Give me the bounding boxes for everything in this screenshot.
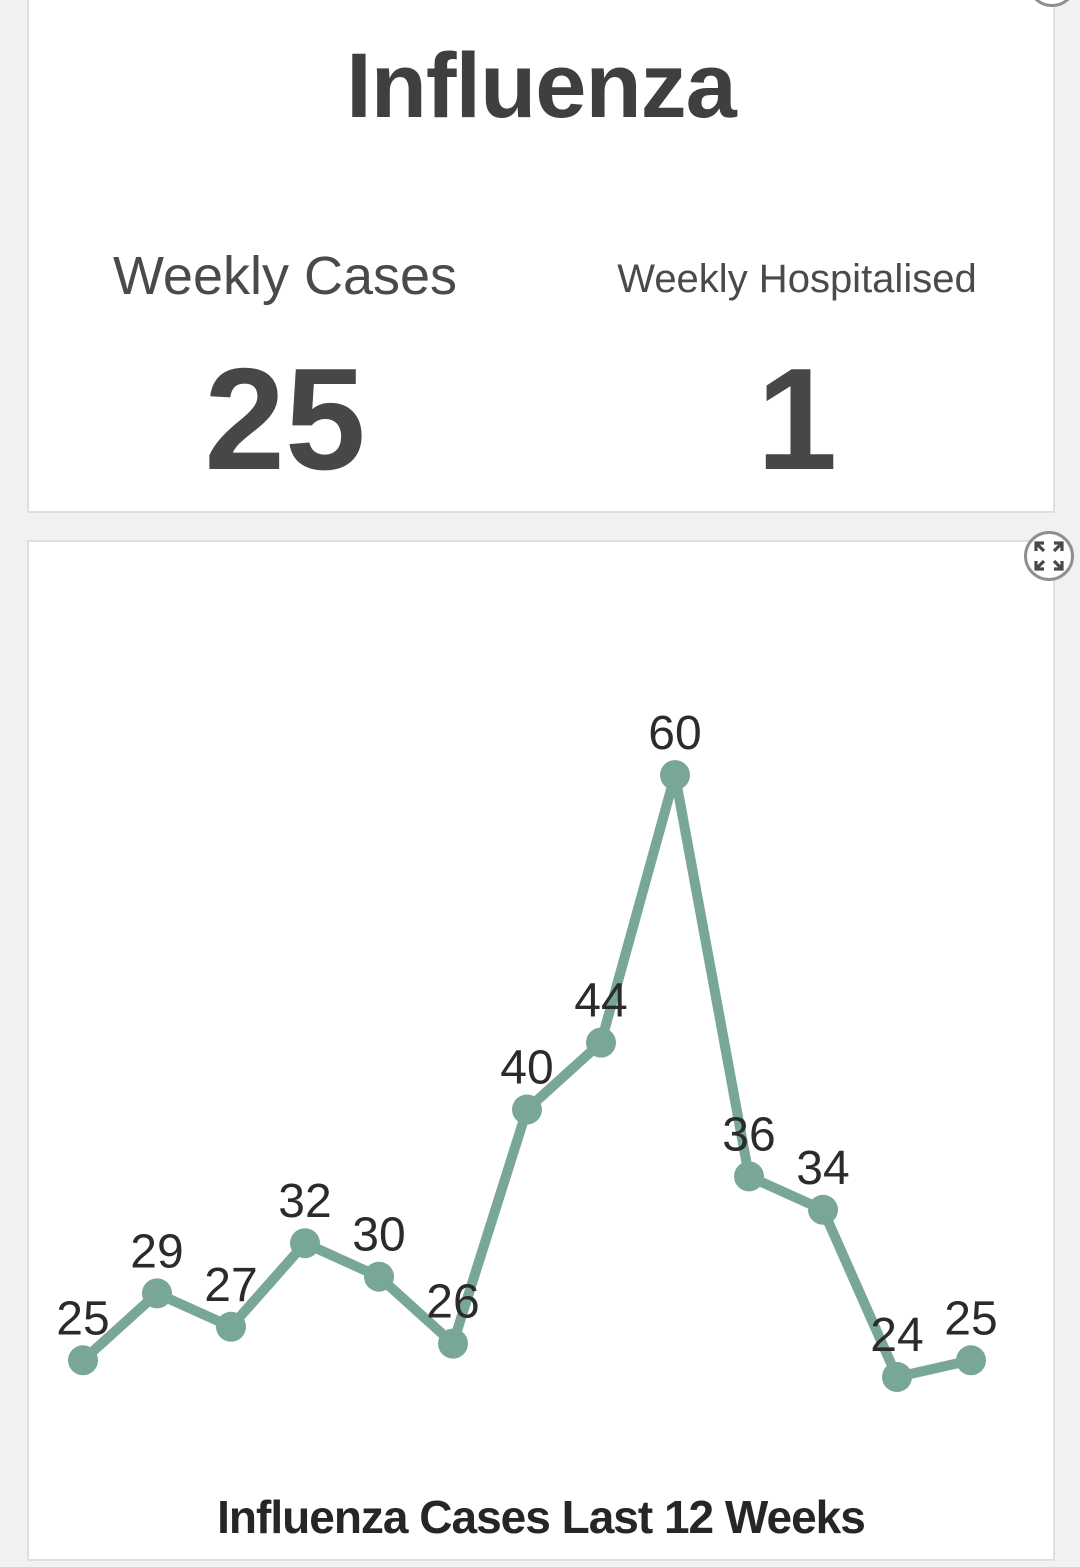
data-point [808,1194,838,1225]
data-label: 24 [870,1309,923,1362]
data-point [216,1311,246,1342]
data-label: 27 [204,1259,257,1312]
metric-value: 1 [756,338,838,500]
data-label: 25 [944,1292,997,1345]
data-label: 34 [796,1142,849,1195]
data-label: 26 [426,1276,479,1329]
data-label: 29 [130,1225,183,1278]
data-label: 40 [500,1042,553,1095]
data-point [142,1278,172,1309]
data-point [512,1094,542,1125]
chart-title: Influenza Cases Last 12 Weeks [217,1491,866,1543]
data-point [68,1345,98,1376]
metric-label: Weekly Hospitalised [617,257,977,301]
data-point [438,1328,468,1359]
data-point [586,1027,616,1058]
expand-arrows-icon [1030,0,1074,4]
summary-card: Influenza Weekly Cases 25 Weekly Hospita… [27,0,1055,513]
data-label: 60 [648,707,701,760]
data-point [660,760,690,791]
data-label: 32 [278,1175,331,1228]
metric-value: 25 [204,338,366,500]
chart-card: 25 29 27 32 30 26 40 44 60 36 34 24 25 Influenza Cas… [27,540,1055,1561]
metric-label: Weekly Cases [112,246,458,306]
data-point [956,1345,986,1376]
page-title: Influenza [346,35,737,137]
data-label: 44 [574,975,627,1028]
data-point [290,1228,320,1259]
line-chart: 25 29 27 32 30 26 40 44 60 36 34 24 25 [56,707,998,1392]
data-label: 25 [56,1292,109,1345]
data-point [882,1362,912,1392]
expand-icon[interactable] [1024,531,1074,581]
expand-arrows-icon [1034,541,1064,571]
data-label: 36 [722,1108,775,1161]
data-point [734,1161,764,1192]
data-label: 30 [352,1209,405,1262]
data-point [364,1261,394,1292]
